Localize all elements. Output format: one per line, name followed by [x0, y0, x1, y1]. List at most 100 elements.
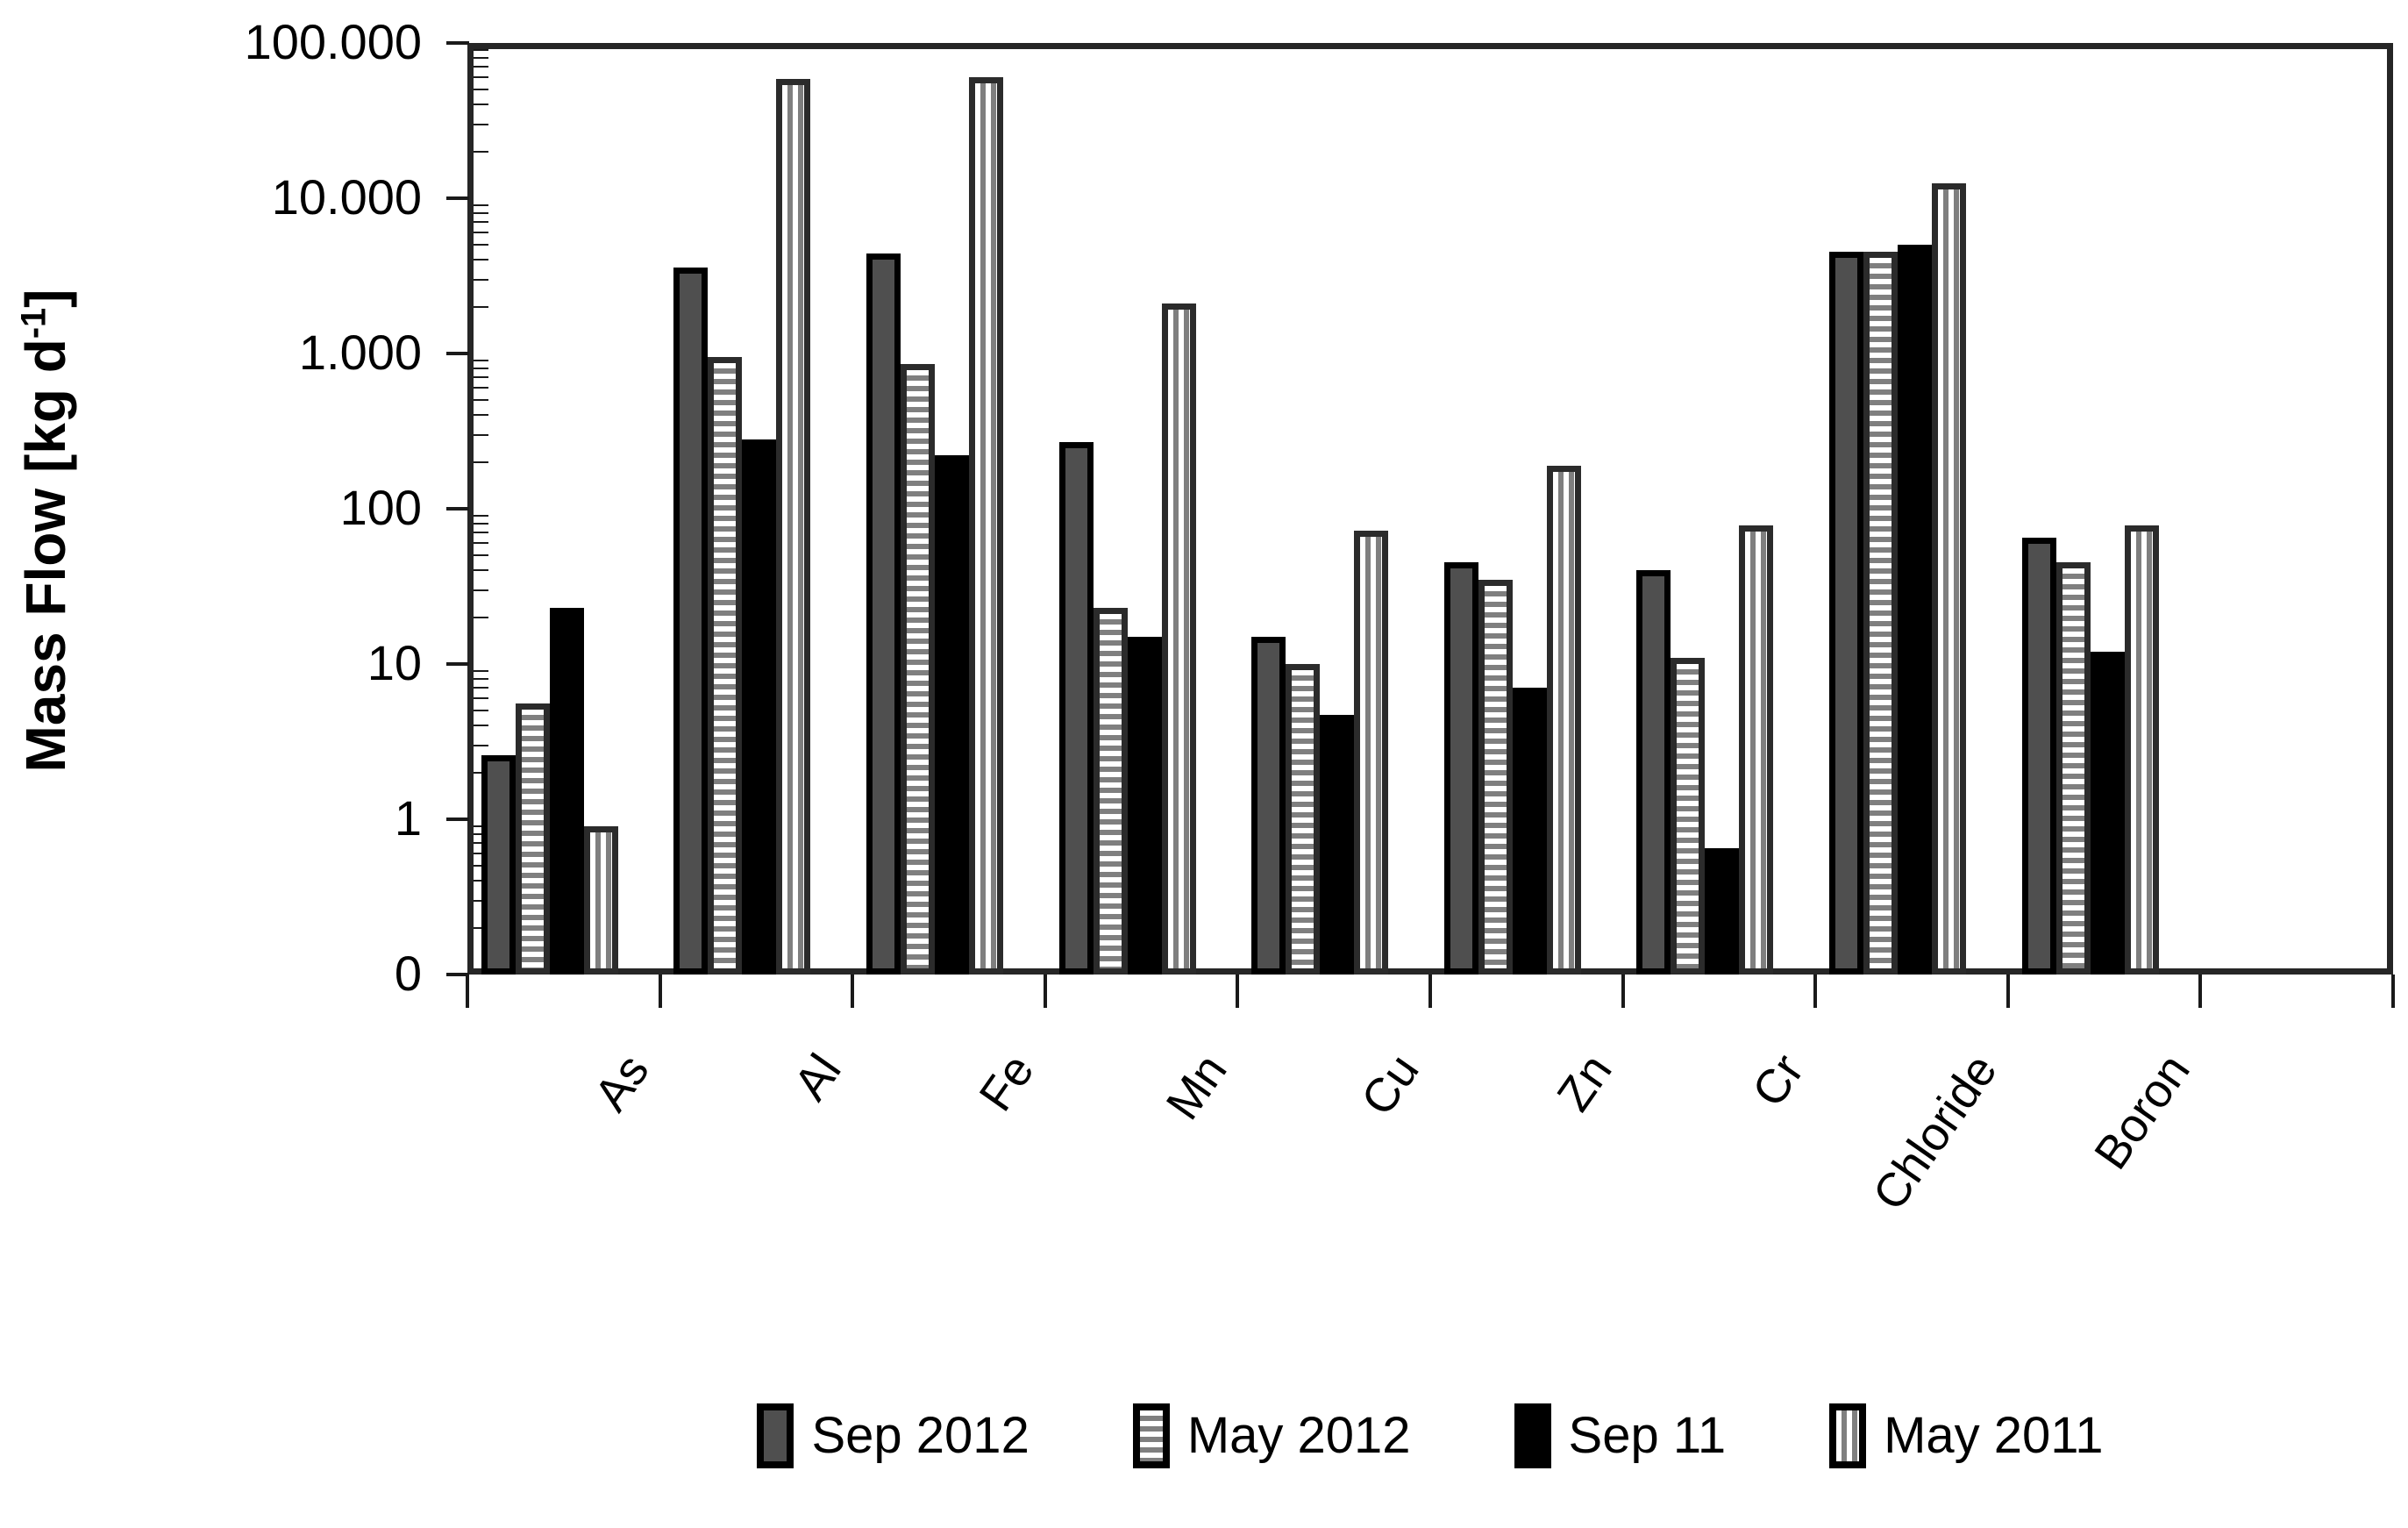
y-major-tick [446, 507, 469, 511]
bar-may-2011-al [776, 78, 811, 975]
y-minor-tick [474, 515, 488, 518]
legend-swatch-sep-11 [1514, 1403, 1551, 1468]
x-category-tick [1236, 975, 1240, 1008]
y-minor-tick [474, 368, 488, 370]
y-tick-label: 100.000 [244, 14, 422, 69]
bar-sep-2012-al [673, 267, 709, 975]
y-tick-label: 10 [367, 635, 422, 690]
y-minor-tick [474, 305, 488, 308]
y-minor-tick [474, 76, 488, 79]
y-minor-tick [474, 278, 488, 281]
x-category-tick [658, 975, 662, 1008]
legend-label: May 2012 [1186, 1407, 1411, 1464]
x-axis-label-cr: Cr [1742, 1045, 1815, 1117]
bar-sep-2012-as [481, 754, 516, 975]
legend-swatch-may-2011 [1829, 1403, 1867, 1468]
y-minor-tick [474, 725, 488, 727]
bar-sep-2012-cr [1636, 570, 1671, 975]
y-minor-tick [474, 853, 488, 855]
bar-sep-11-mn [1127, 636, 1162, 975]
y-minor-tick [474, 926, 488, 929]
y-major-tick [446, 973, 469, 976]
bar-may-2011-mn [1161, 303, 1196, 975]
x-axis-label-al: Al [784, 1045, 852, 1110]
x-axis-label-chloride: Chloride [1863, 1045, 2007, 1220]
y-minor-tick [474, 387, 488, 389]
bar-may-2012-cr [1671, 657, 1706, 975]
bar-may-2011-boron [2124, 525, 2159, 975]
y-minor-tick [474, 414, 488, 417]
bar-may-2012-as [515, 703, 550, 975]
y-minor-tick [474, 360, 488, 362]
y-minor-tick [474, 554, 488, 557]
x-category-tick [1621, 975, 1625, 1008]
y-minor-tick [474, 212, 488, 215]
legend-item-sep-11: Sep 11 [1514, 1403, 1726, 1468]
y-major-tick [446, 662, 469, 666]
y-axis-title-suffix: ] [14, 289, 77, 308]
legend-item-sep-2012: Sep 2012 [757, 1403, 1029, 1468]
y-minor-tick [474, 670, 488, 673]
x-category-tick [1043, 975, 1047, 1008]
y-major-tick [446, 818, 469, 821]
y-tick-label: 100 [339, 480, 422, 535]
y-major-tick [446, 352, 469, 355]
x-category-tick [2005, 975, 2010, 1008]
y-minor-tick [474, 842, 488, 845]
bar-may-2012-al [708, 356, 743, 975]
y-minor-tick [474, 589, 488, 591]
legend-item-may-2012: May 2012 [1132, 1403, 1411, 1468]
x-category-tick [1428, 975, 1432, 1008]
y-minor-tick [474, 710, 488, 712]
bar-sep-11-al [742, 439, 777, 975]
y-minor-tick [474, 399, 488, 402]
x-axis-label-zn: Zn [1547, 1045, 1622, 1121]
bar-may-2011-chloride [1932, 182, 1966, 975]
bar-sep-11-fe [935, 455, 969, 975]
y-minor-tick [474, 104, 488, 106]
x-axis-label-fe: Fe [969, 1045, 1044, 1121]
bar-sep-11-cr [1705, 848, 1740, 975]
y-minor-tick [474, 150, 488, 153]
y-minor-tick [474, 744, 488, 746]
legend-swatch-sep-2012 [757, 1403, 794, 1468]
y-minor-tick [474, 49, 488, 52]
legend-swatch-may-2012 [1132, 1403, 1170, 1468]
bar-may-2011-as [583, 826, 618, 975]
x-category-tick [851, 975, 855, 1008]
bar-may-2012-zn [1478, 579, 1513, 975]
bar-sep-2012-fe [866, 253, 901, 975]
y-major-tick [446, 196, 469, 200]
x-axis-label-as: As [584, 1045, 659, 1121]
bar-may-2012-cu [1286, 664, 1321, 975]
bar-sep-2012-zn [1443, 562, 1478, 975]
legend-item-may-2011: May 2011 [1829, 1403, 2104, 1468]
x-category-tick [1813, 975, 1818, 1008]
y-minor-tick [474, 616, 488, 618]
y-major-tick [446, 41, 469, 45]
bar-sep-11-as [549, 607, 584, 975]
y-tick-label: 1 [394, 790, 422, 846]
y-minor-tick [474, 532, 488, 534]
y-minor-tick [474, 433, 488, 436]
y-axis-title-text: Mass Flow [kg d [14, 339, 77, 773]
y-minor-tick [474, 678, 488, 681]
bar-may-2011-cr [1739, 525, 1774, 975]
y-minor-tick [474, 899, 488, 902]
bar-may-2012-boron [2055, 562, 2091, 975]
bar-may-2012-chloride [1863, 252, 1898, 975]
bar-sep-2012-mn [1058, 441, 1094, 975]
x-category-tick [466, 975, 469, 1008]
bar-may-2012-mn [1093, 607, 1128, 975]
bar-may-2012-fe [901, 364, 935, 975]
y-minor-tick [474, 833, 488, 836]
bar-sep-2012-cu [1251, 636, 1286, 975]
bar-sep-11-zn [1512, 688, 1547, 975]
y-tick-label: 0 [394, 946, 422, 1001]
bar-sep-11-boron [2090, 651, 2125, 975]
bar-may-2011-zn [1546, 465, 1581, 975]
legend-label: Sep 2012 [811, 1407, 1029, 1464]
y-minor-tick [474, 461, 488, 463]
y-minor-tick [474, 542, 488, 545]
